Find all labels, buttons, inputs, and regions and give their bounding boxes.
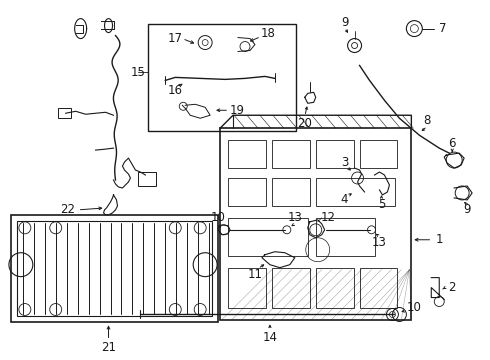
Text: 17: 17 (168, 32, 183, 45)
Bar (148, 24, 296, 131)
Text: 13: 13 (287, 211, 302, 224)
Bar (316, 268, 354, 307)
Text: 10: 10 (407, 301, 422, 314)
Bar (58, 108, 71, 118)
Bar (228, 178, 266, 206)
Text: 15: 15 (131, 66, 146, 79)
Text: 5: 5 (378, 198, 385, 211)
Text: 4: 4 (341, 193, 348, 206)
Text: 19: 19 (229, 104, 245, 117)
Text: 9: 9 (464, 203, 471, 216)
Bar (228, 140, 266, 168)
Bar (228, 218, 308, 256)
Bar (11, 215, 218, 323)
Bar (316, 178, 395, 206)
Text: 16: 16 (168, 84, 183, 97)
Bar (272, 140, 310, 168)
Bar (360, 268, 397, 307)
Bar (272, 268, 310, 307)
Text: 3: 3 (341, 156, 348, 168)
Text: 8: 8 (424, 114, 431, 127)
Text: 7: 7 (440, 22, 447, 35)
Text: 20: 20 (297, 117, 312, 130)
Text: 10: 10 (211, 211, 225, 224)
Bar (138, 172, 156, 186)
Text: 11: 11 (247, 268, 263, 281)
Text: 18: 18 (261, 27, 275, 40)
Text: 12: 12 (320, 211, 335, 224)
Text: 1: 1 (436, 233, 443, 246)
Bar (316, 140, 354, 168)
Bar (360, 140, 397, 168)
Text: 21: 21 (101, 341, 116, 354)
Bar (228, 268, 266, 307)
Text: 14: 14 (263, 331, 277, 344)
Text: 9: 9 (341, 16, 348, 29)
Bar (316, 218, 375, 256)
Bar (272, 178, 310, 206)
Bar (17, 221, 212, 316)
Text: 6: 6 (448, 137, 456, 150)
Text: 13: 13 (372, 236, 387, 249)
Bar (220, 128, 412, 320)
Text: 22: 22 (60, 203, 75, 216)
Text: 2: 2 (448, 281, 456, 294)
